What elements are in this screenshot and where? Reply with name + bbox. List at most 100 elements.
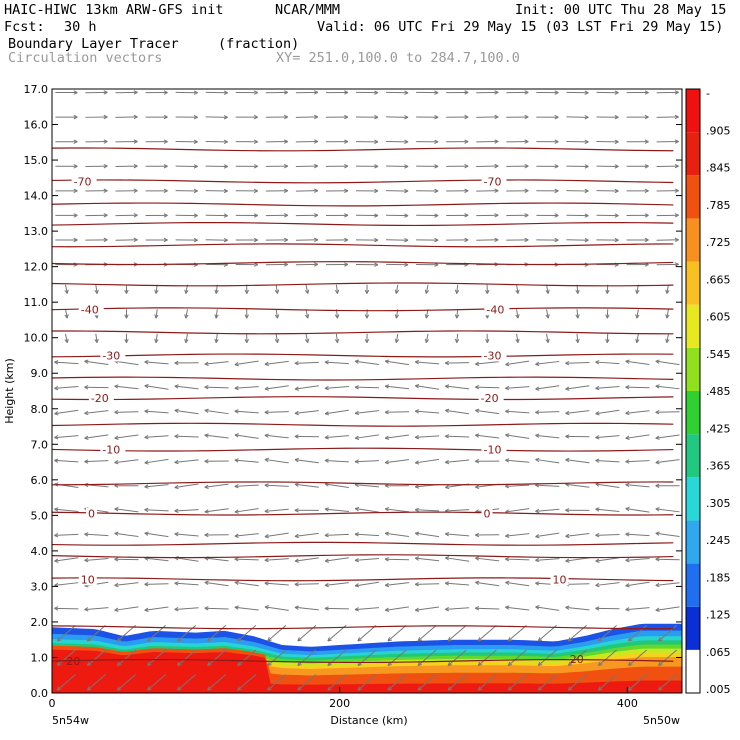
circulation-vector	[267, 674, 287, 691]
circulation-vector	[625, 532, 650, 537]
circulation-vector	[214, 309, 219, 319]
circulation-vector	[144, 434, 169, 440]
circulation-vector	[294, 557, 319, 563]
temperature-contour	[51, 422, 674, 427]
circulation-vector	[507, 674, 527, 691]
colorbar-segment	[686, 391, 700, 435]
circulation-vector	[384, 384, 410, 390]
circulation-vector	[364, 284, 370, 294]
circulation-vector	[475, 606, 500, 611]
y-tick-label: 6.0	[31, 474, 49, 487]
contour-label: 10	[81, 573, 95, 586]
circulation-vector	[566, 164, 589, 169]
colorbar-segment	[686, 304, 700, 348]
circulation-vector	[446, 188, 469, 193]
circulation-vector	[386, 188, 409, 194]
circulation-vector	[84, 385, 109, 390]
fcst-label: Fcst:	[4, 19, 45, 35]
circulation-vector	[565, 385, 590, 391]
circulation-vector	[174, 408, 199, 415]
circulation-vector	[416, 213, 439, 218]
circulation-vector	[665, 284, 670, 294]
circulation-vector	[597, 674, 617, 691]
y-tick-label: 2.0	[31, 616, 49, 629]
circulation-vector	[635, 309, 640, 319]
circulation-vector	[124, 309, 129, 319]
circulation-vector	[447, 625, 467, 642]
circulation-vector	[86, 674, 106, 691]
circulation-vector	[325, 139, 349, 144]
circulation-vector	[145, 164, 168, 169]
circulation-vector	[416, 90, 439, 95]
circulation-vector	[295, 163, 319, 169]
circulation-vector	[144, 458, 169, 465]
circulation-vector	[115, 188, 138, 193]
circulation-vector	[354, 506, 379, 513]
circulation-vector	[658, 625, 678, 642]
circulation-vector	[54, 458, 79, 463]
temperature-contour	[51, 330, 674, 335]
circulation-vector	[115, 237, 138, 243]
x-left-endpoint: 5n54w	[52, 714, 89, 727]
model-title: HAIC-HIWC 13km ARW-GFS init	[4, 2, 224, 18]
circulation-vector	[537, 674, 557, 691]
circulation-vector	[656, 237, 679, 243]
circulation-vector	[535, 385, 560, 391]
circulation-vector	[297, 674, 317, 691]
circulation-vector	[536, 90, 559, 95]
temperature-contour	[51, 511, 674, 516]
circulation-vector	[244, 284, 249, 294]
circulation-vector	[505, 557, 530, 562]
contour-label: -70	[74, 175, 92, 188]
circulation-vector	[414, 359, 440, 365]
circulation-vector	[536, 237, 559, 243]
circulation-vector	[114, 531, 139, 537]
circulation-vector	[295, 139, 319, 144]
circulation-vector	[414, 409, 440, 414]
temperature-contour	[51, 541, 674, 546]
circulation-vector	[505, 360, 530, 367]
circulation-vector	[566, 115, 589, 120]
circulation-vector	[267, 649, 287, 667]
circulation-vector	[234, 556, 259, 562]
circulation-vector	[595, 533, 620, 538]
circulation-vector	[625, 557, 650, 563]
circulation-vector	[355, 213, 379, 218]
circulation-vector	[174, 434, 199, 439]
circulation-vector	[84, 359, 109, 365]
colorbar-label: .425	[706, 422, 731, 435]
circulation-vector	[476, 114, 499, 120]
colorbar-label: .185	[706, 571, 731, 584]
circulation-vector	[626, 139, 649, 144]
temperature-contour	[51, 659, 674, 664]
circulation-vector	[265, 237, 289, 243]
circulation-vector	[626, 188, 649, 194]
circulation-vector	[85, 114, 108, 120]
circulation-vector	[54, 360, 79, 365]
circulation-vector	[85, 237, 108, 243]
contour-label: -20	[91, 392, 109, 405]
circulation-vector	[445, 408, 470, 415]
colorbar-label: .605	[706, 311, 731, 324]
circulation-vector	[85, 188, 108, 193]
circulation-vector	[417, 649, 437, 667]
valid-time: Valid: 06 UTC Fri 29 May 15 (03 LST Fri …	[317, 19, 724, 35]
circulation-vector	[475, 408, 500, 415]
circulation-vector	[114, 557, 139, 562]
circulation-vector	[656, 163, 679, 169]
circulation-vector	[55, 90, 78, 95]
circulation-vector	[144, 507, 169, 513]
circulation-vector	[454, 284, 460, 294]
colorbar-label: .485	[706, 385, 731, 398]
circulation-vector	[354, 607, 380, 612]
y-axis-label: Height (km)	[3, 358, 16, 424]
colorbar-label: .905	[706, 124, 731, 137]
colorbar-segment	[686, 606, 700, 650]
circulation-vector	[204, 580, 229, 587]
circulation-vector	[145, 139, 168, 144]
circulation-vector	[334, 333, 340, 344]
circulation-vector	[114, 507, 139, 513]
circulation-vector	[596, 188, 619, 194]
circulation-vector	[265, 139, 289, 144]
circulation-vector	[204, 408, 229, 415]
